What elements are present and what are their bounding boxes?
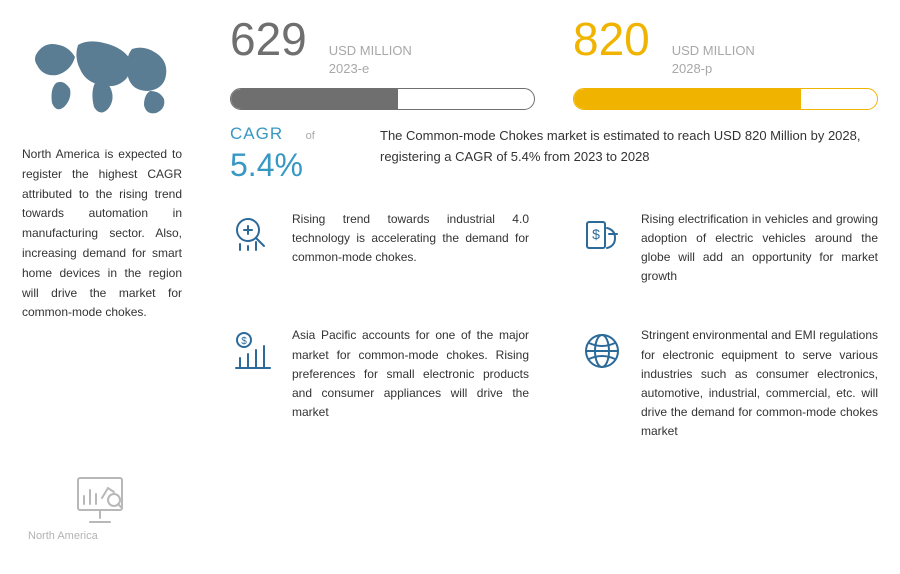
- driver-item: $ Rising electrification in vehicles and…: [579, 210, 878, 287]
- progress-fill-2023: [231, 89, 398, 109]
- cagr-block: CAGR of 5.4%: [230, 124, 350, 183]
- chart-board-icon: [72, 474, 132, 524]
- cagr-row: CAGR of 5.4% The Common-mode Chokes mark…: [230, 124, 878, 183]
- driver-item: Rising trend towards industrial 4.0 tech…: [230, 210, 529, 287]
- metric-unit-2028: USD MILLION 2028-p: [672, 42, 755, 78]
- region-label: North America: [22, 530, 182, 542]
- metric-2028: 820 USD MILLION 2028-p: [573, 16, 878, 110]
- main-panel: 629 USD MILLION 2023-e 820 USD MILLION 2…: [200, 0, 900, 574]
- globe-icon: [579, 328, 625, 374]
- driver-text: Rising trend towards industrial 4.0 tech…: [292, 210, 529, 268]
- svg-text:$: $: [592, 226, 600, 242]
- drivers-grid: Rising trend towards industrial 4.0 tech…: [230, 210, 878, 442]
- metrics-row: 629 USD MILLION 2023-e 820 USD MILLION 2…: [230, 16, 878, 110]
- world-map-icon: [22, 25, 182, 125]
- cagr-value: 5.4%: [230, 148, 350, 183]
- progress-fill-2028: [574, 89, 801, 109]
- progress-bar-2023: [230, 88, 535, 110]
- driver-text: Rising electrification in vehicles and g…: [641, 210, 878, 287]
- region-description: North America is expected to register th…: [22, 145, 182, 323]
- metric-value-2028: 820: [573, 16, 650, 62]
- cagr-description: The Common-mode Chokes market is estimat…: [380, 124, 878, 183]
- metric-value-2023: 629: [230, 16, 307, 62]
- cagr-label: CAGR: [230, 124, 283, 143]
- driver-text: Stringent environmental and EMI regulati…: [641, 326, 878, 441]
- progress-bar-2028: [573, 88, 878, 110]
- driver-item: Stringent environmental and EMI regulati…: [579, 326, 878, 441]
- metric-unit-2023: USD MILLION 2023-e: [329, 42, 412, 78]
- growth-chart-icon: $: [230, 328, 276, 374]
- driver-text: Asia Pacific accounts for one of the maj…: [292, 326, 529, 422]
- region-highlight: North America: [22, 474, 182, 554]
- analytics-icon: [230, 212, 276, 258]
- driver-item: $ Asia Pacific accounts for one of the m…: [230, 326, 529, 441]
- cagr-of: of: [306, 130, 315, 142]
- svg-text:$: $: [241, 336, 247, 347]
- ev-money-icon: $: [579, 212, 625, 258]
- metric-2023: 629 USD MILLION 2023-e: [230, 16, 535, 110]
- left-panel: North America is expected to register th…: [0, 0, 200, 574]
